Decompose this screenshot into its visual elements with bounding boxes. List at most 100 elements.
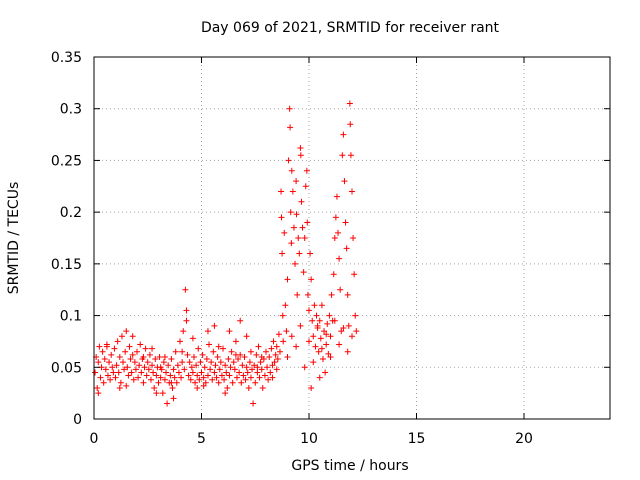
data-point [115,369,122,376]
data-point [209,376,216,383]
data-point [144,359,151,366]
data-point [287,209,294,216]
data-point [273,343,280,350]
data-point [306,307,312,314]
data-point [310,333,317,340]
data-point [347,121,354,128]
data-point [210,348,217,355]
data-point [95,359,102,366]
y-tick-label: 0.15 [51,257,82,273]
data-point [189,335,196,342]
data-point [279,312,286,319]
data-point [97,374,104,381]
data-point [150,369,157,376]
data-point [311,302,318,309]
data-point [128,369,135,376]
data-point [116,384,123,391]
data-point [92,369,99,376]
data-point [110,369,117,376]
x-tick-label: 10 [300,431,318,447]
data-point [194,384,201,391]
data-point [271,359,278,366]
data-points [92,100,360,407]
data-point [296,250,303,257]
data-point [328,291,335,298]
data-point [129,333,136,340]
chart-title: Day 069 of 2021, SRMTID for receiver ran… [201,20,500,36]
data-point [314,322,321,329]
data-point [168,379,175,386]
data-point [123,328,130,335]
data-point [307,250,314,257]
data-point [289,188,296,195]
data-point [140,379,147,386]
data-point [198,369,205,376]
data-point [269,374,276,381]
data-point [100,379,107,386]
data-point [349,188,355,195]
data-point [295,235,302,241]
data-point [247,348,254,355]
x-axis-label: GPS time / hours [291,458,408,474]
data-point [233,374,240,381]
data-point [153,390,160,397]
data-point [226,328,233,335]
data-point [352,312,359,319]
data-point [195,345,202,352]
data-point [280,338,287,345]
data-point [112,374,119,381]
data-point [297,145,304,152]
data-point [175,369,182,376]
data-point [235,356,242,363]
data-point [99,348,106,355]
data-point [177,338,183,345]
data-point [104,372,111,379]
data-point [217,359,224,366]
data-point [326,312,333,319]
data-point [349,333,355,340]
data-point [192,379,199,386]
data-point [165,362,172,369]
data-point [215,379,222,386]
data-point [161,353,168,360]
data-point [204,372,211,379]
data-point [283,328,290,335]
data-point [102,366,109,373]
data-point [170,395,177,402]
data-point [171,374,178,381]
data-point [313,312,320,319]
data-point [200,374,207,381]
data-point [300,269,307,276]
data-point [261,372,268,379]
data-point [344,291,351,298]
data-point [179,348,186,355]
data-point [249,366,256,373]
data-point [137,341,144,348]
data-point [336,255,343,262]
data-point [292,260,299,267]
data-point [350,235,357,241]
data-point [252,379,259,386]
data-point [275,331,282,338]
data-point [212,362,219,369]
data-point [303,167,310,174]
data-point [157,374,164,381]
data-point [169,384,176,391]
data-point [267,369,274,376]
data-point [211,369,218,376]
data-point [222,390,229,397]
data-point [258,353,265,360]
data-point [263,348,269,355]
data-point [187,376,194,383]
data-point [284,276,291,283]
data-point [153,372,160,379]
data-point [103,343,110,350]
data-point [163,369,170,376]
data-point [172,348,179,355]
data-point [132,366,139,373]
y-tick-label: 0.05 [51,360,82,376]
data-point [199,351,206,358]
data-point [301,235,308,241]
data-point [143,372,150,379]
data-point [186,359,193,366]
